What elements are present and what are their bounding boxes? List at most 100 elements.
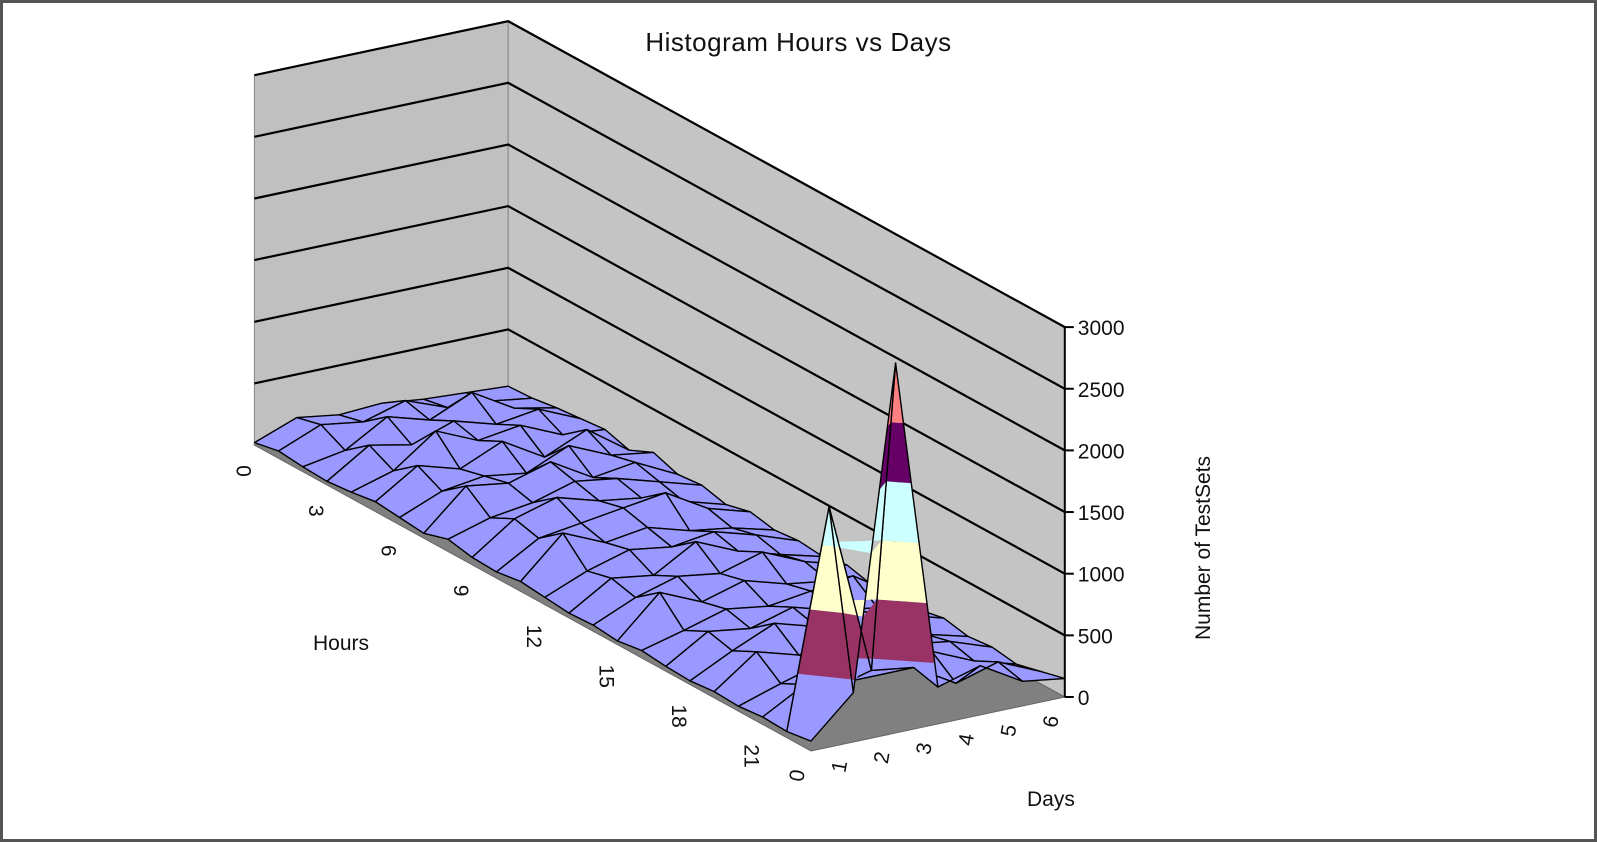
surface-band bbox=[890, 363, 904, 424]
days-axis-title: Days bbox=[1027, 788, 1075, 811]
surface-band bbox=[502, 441, 569, 474]
surface-band bbox=[872, 599, 935, 663]
days-tick-label: 0 bbox=[785, 768, 810, 784]
surface-band bbox=[659, 592, 727, 631]
surface-band bbox=[532, 481, 600, 503]
surface-band bbox=[435, 431, 503, 469]
hours-tick-label: 18 bbox=[667, 705, 690, 728]
surface-band bbox=[460, 441, 527, 477]
z-tick-label: 3000 bbox=[1078, 317, 1125, 340]
surface-band bbox=[714, 651, 781, 707]
surface-band bbox=[508, 461, 575, 503]
surface-band bbox=[641, 630, 709, 667]
surface-band bbox=[254, 417, 321, 451]
z-tick-label: 2000 bbox=[1078, 440, 1125, 463]
surface-band bbox=[472, 518, 539, 572]
gridline-2500 bbox=[254, 81, 1066, 390]
hours-tick-label: 0 bbox=[231, 465, 254, 477]
surface-band bbox=[683, 501, 751, 512]
surface-band bbox=[472, 392, 539, 425]
surface-band bbox=[707, 508, 775, 530]
days-tick-label: 6 bbox=[1039, 714, 1064, 730]
surface-band bbox=[750, 607, 817, 629]
hours-tick-label: 21 bbox=[740, 744, 763, 767]
surface-band bbox=[665, 492, 733, 531]
surface-band bbox=[417, 465, 485, 492]
surface-band bbox=[562, 533, 630, 571]
z-axis-title: Number of TestSets bbox=[1192, 456, 1215, 640]
surface-band bbox=[714, 531, 781, 555]
days-tick-label: 3 bbox=[912, 741, 937, 757]
surface-band bbox=[744, 580, 811, 607]
gridline-3000 bbox=[254, 20, 1066, 329]
surface-band bbox=[797, 609, 852, 680]
surface-band bbox=[720, 552, 787, 584]
surface-band bbox=[550, 461, 618, 482]
gridline-1500 bbox=[254, 204, 1066, 513]
surface-band bbox=[611, 575, 678, 598]
z-tick-label: 500 bbox=[1078, 625, 1113, 648]
z-tick-label: 1000 bbox=[1078, 564, 1125, 587]
days-tick-label: 4 bbox=[954, 732, 979, 748]
surface-band bbox=[834, 540, 882, 617]
days-tick-label: 2 bbox=[870, 750, 895, 766]
surface-band bbox=[683, 609, 751, 632]
surface-plot: 0500100015002000250030000369121518210123… bbox=[231, 20, 1215, 811]
surface-band bbox=[484, 461, 551, 484]
surface-band bbox=[587, 549, 654, 579]
surface-band bbox=[881, 481, 920, 543]
surface-band bbox=[756, 535, 823, 557]
hours-tick-label: 15 bbox=[594, 665, 617, 688]
surface-band bbox=[726, 606, 793, 629]
surface-band bbox=[605, 527, 672, 550]
hours-tick-label: 6 bbox=[377, 545, 400, 557]
surface-band bbox=[635, 462, 702, 486]
surface-band bbox=[671, 531, 739, 552]
surface-band bbox=[490, 497, 557, 519]
surface-band bbox=[393, 431, 460, 471]
surface-band bbox=[877, 540, 927, 603]
surface-band bbox=[496, 533, 563, 582]
surface-band bbox=[931, 651, 999, 684]
surface-band bbox=[956, 661, 1023, 684]
surface-band bbox=[387, 416, 454, 445]
surface-band bbox=[399, 486, 467, 534]
gridline-1000 bbox=[254, 266, 1066, 575]
surface-band bbox=[556, 497, 624, 524]
surface-band bbox=[568, 445, 636, 478]
surface-band bbox=[544, 429, 612, 458]
surface-band bbox=[762, 552, 829, 584]
surface-band bbox=[514, 497, 581, 539]
chart-title: Histogram Hours vs Days bbox=[645, 27, 952, 57]
surface-band bbox=[429, 392, 497, 425]
surface-band bbox=[762, 655, 809, 732]
surface-band bbox=[821, 506, 835, 547]
hours-axis-title: Hours bbox=[313, 632, 369, 655]
surface-band bbox=[653, 541, 721, 577]
surface-band bbox=[363, 400, 430, 422]
surface-band bbox=[786, 673, 854, 742]
hours-tick-label: 12 bbox=[522, 625, 545, 648]
surface-band bbox=[732, 623, 799, 656]
surface-band bbox=[871, 658, 938, 687]
surface-band bbox=[345, 416, 412, 451]
surface-band bbox=[659, 481, 726, 505]
surface-band bbox=[809, 545, 843, 613]
surface-band bbox=[538, 409, 605, 435]
surface-band bbox=[466, 483, 533, 518]
surface-band bbox=[690, 650, 757, 692]
surface bbox=[253, 362, 1066, 742]
surface-band bbox=[702, 580, 769, 610]
surface-band bbox=[375, 465, 442, 518]
surface-cell bbox=[786, 506, 854, 742]
surface-outline bbox=[786, 506, 854, 742]
z-tick-label: 0 bbox=[1078, 687, 1090, 710]
surface-band bbox=[496, 409, 563, 435]
surface-band bbox=[998, 661, 1065, 682]
surface-band bbox=[448, 517, 515, 558]
days-tick-label: 1 bbox=[828, 759, 853, 775]
surface-band bbox=[665, 631, 733, 681]
hours-tick-label: 9 bbox=[449, 585, 472, 597]
surface-band bbox=[635, 576, 702, 602]
axes: 0500100015002000250030000369121518210123… bbox=[231, 317, 1215, 811]
